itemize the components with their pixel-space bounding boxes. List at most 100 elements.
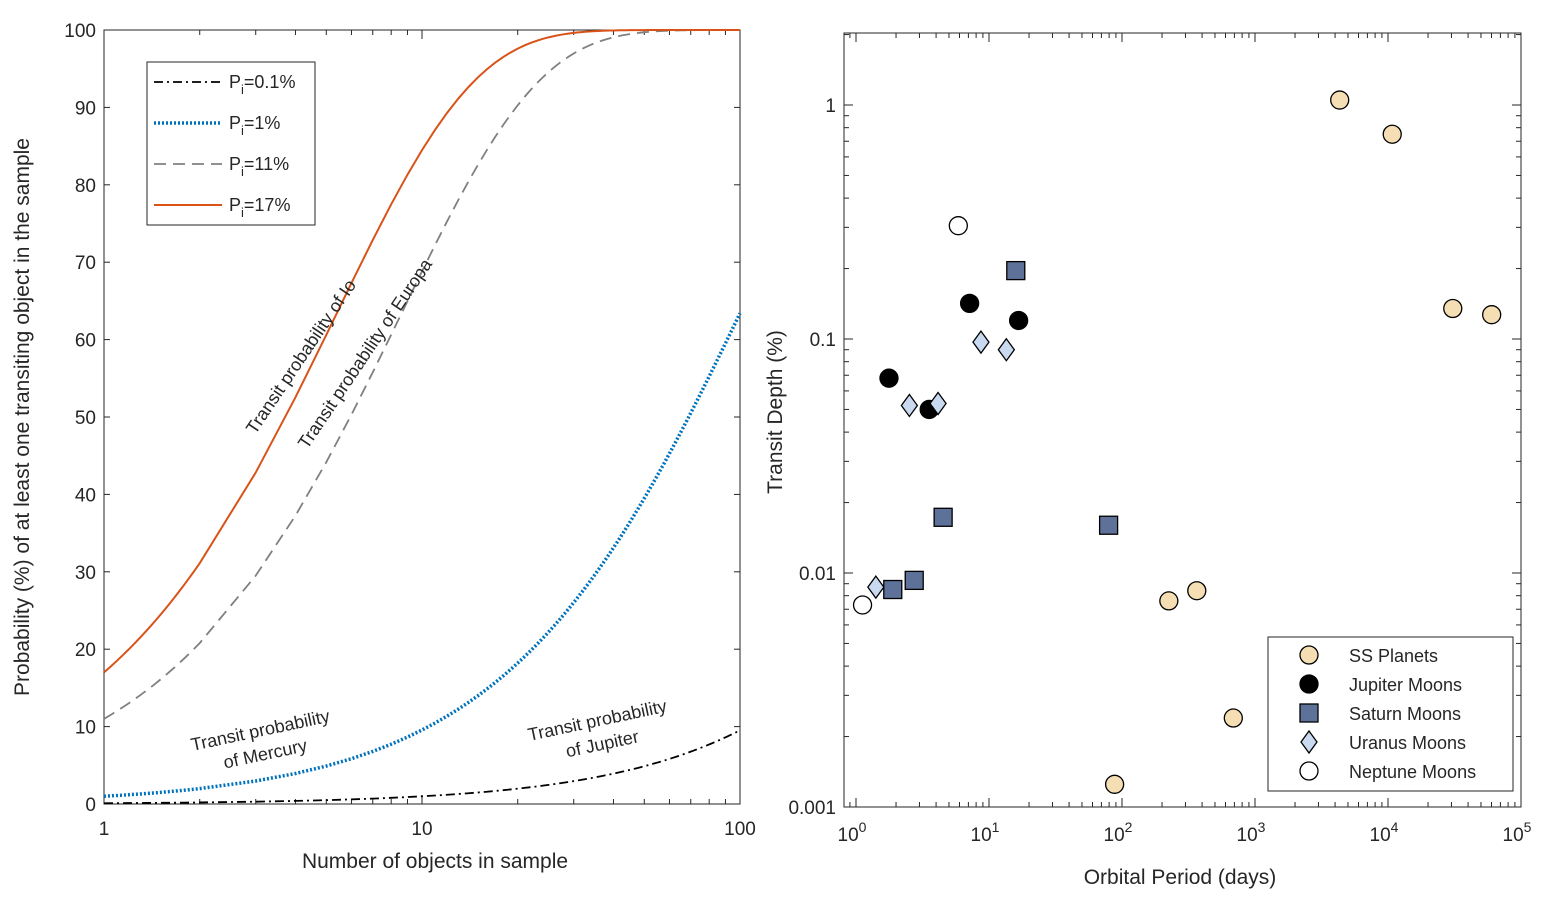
legend-marker-uranus-moons: [1300, 729, 1318, 755]
legend-label-rest: =17%: [244, 195, 291, 215]
chart1-legend: Pi=0.1%Pi=1%Pi=11%Pi=17%: [146, 61, 316, 226]
legend-label-saturn-moons: Saturn Moons: [1349, 704, 1461, 724]
legend-label-pi-17-: Pi=17%: [229, 195, 290, 220]
chart1-series-lines: [103, 29, 742, 805]
chart2-x-tick-label: 102: [1104, 819, 1133, 846]
legend-label-sub: i: [241, 82, 244, 97]
legend-label-main: P: [229, 72, 241, 92]
chart1-legend-box: [146, 61, 316, 226]
point-ss-planets: [1443, 298, 1463, 319]
chart2-y-tick-label: 0.1: [810, 330, 836, 351]
legend-label-neptune-moons: Neptune Moons: [1349, 762, 1476, 782]
chart1-y-tick-label: 80: [75, 176, 96, 197]
legend-label-pi-11-: Pi=11%: [229, 154, 289, 179]
point-ss-planets: [1482, 305, 1502, 325]
chart2-x-tick-base: 10: [838, 825, 859, 846]
chart1-y-tick-label: 100: [64, 21, 96, 42]
chart1-x-axis-label: Number of objects in sample: [302, 850, 568, 873]
point-ss-planets: [1187, 581, 1207, 601]
legend-marker-saturn-moons: [1299, 703, 1319, 723]
chart1-y-axis-label: Probability (%) of at least one transiti…: [11, 138, 34, 696]
chart1-y-tick-label: 60: [75, 331, 96, 352]
chart1-y-tick-label: 90: [75, 98, 96, 119]
point-neptune-moons: [852, 595, 873, 615]
chart2-legend: SS Planets Jupiter Moons Saturn Moons Uranu…: [1267, 636, 1514, 792]
chart2-x-tick-exp: 4: [1391, 819, 1399, 835]
chart2-x-tick-label: 100: [838, 819, 867, 846]
legend-label-uranus-moons: Uranus Moons: [1349, 733, 1466, 753]
chart2-x-tick-base: 10: [1237, 825, 1258, 846]
chart2-x-tick-base: 10: [1503, 825, 1524, 846]
point-uranus-moons: [900, 393, 919, 418]
point-saturn-moons: [904, 570, 924, 591]
chart2-x-tick-base: 10: [971, 825, 992, 846]
chart1-y-tick-label: 30: [75, 563, 96, 584]
chart2-scatter-points: [852, 90, 1502, 794]
chart2-y-tick-label: 1: [825, 96, 836, 117]
chart1-y-tick-label: 10: [75, 718, 96, 739]
point-jupiter-moons: [1008, 310, 1029, 331]
legend-label-pi-1-: Pi=1%: [229, 113, 280, 138]
chart2-x-tick-label: 104: [1370, 819, 1399, 846]
legend-label-jupiter-moons: Jupiter Moons: [1349, 675, 1462, 695]
point-saturn-moons: [933, 507, 953, 527]
chart2-y-tick-label: 0.01: [799, 564, 836, 585]
chart1-x-tick-label: 100: [724, 819, 756, 840]
point-jupiter-moons: [879, 368, 899, 388]
chart2-x-tick-label: 101: [971, 819, 1000, 846]
series-line-pi-1-: [103, 312, 742, 799]
legend-label-ss-planets: SS Planets: [1349, 646, 1438, 666]
point-saturn-moons: [883, 579, 903, 600]
legend-label-pi-0-1-: Pi=0.1%: [229, 72, 295, 97]
legend-marker-ss-planets: [1299, 645, 1319, 665]
point-ss-planets: [1104, 774, 1125, 794]
chart1-y-tick-label: 70: [75, 253, 96, 274]
chart2-y-axis-label: Transit Depth (%): [764, 330, 787, 494]
chart1-y-tick-label: 0: [85, 795, 96, 816]
chart2-x-tick-base: 10: [1104, 825, 1125, 846]
point-uranus-moons: [997, 337, 1016, 362]
chart2-x-tick-exp: 1: [992, 819, 1000, 835]
point-ss-planets: [1223, 708, 1243, 728]
point-ss-planets: [1330, 90, 1350, 110]
legend-marker-jupiter-moons: [1299, 674, 1319, 694]
series-line-pi-0-1-: [103, 729, 741, 805]
chart1-y-tick-label: 20: [75, 640, 96, 661]
legend-label-main: P: [229, 154, 241, 174]
legend-label-sub: i: [241, 205, 244, 220]
point-uranus-moons: [929, 391, 947, 416]
chart1-x-tick-label: 10: [411, 819, 432, 840]
legend-label-sub: i: [241, 123, 244, 138]
point-uranus-moons: [867, 575, 885, 600]
chart1-x-tick-label: 1: [99, 819, 110, 840]
point-ss-planets: [1159, 591, 1179, 611]
point-jupiter-moons: [959, 293, 980, 314]
chart2-x-tick-label: 103: [1237, 819, 1266, 846]
legend-label-rest: =0.1%: [244, 72, 296, 92]
chart1-y-tick-label: 40: [75, 485, 96, 506]
chart1-y-tick-label: 50: [75, 408, 96, 429]
chart2-x-tick-label: 105: [1503, 819, 1532, 846]
chart2-x-tick-exp: 2: [1125, 819, 1133, 835]
legend-label-main: P: [229, 195, 241, 215]
series-line-pi-11-: [103, 29, 740, 720]
chart2-x-tick-exp: 3: [1258, 819, 1266, 835]
series-line-pi-17-: [103, 29, 740, 674]
legend-marker-neptune-moons: [1299, 761, 1319, 781]
chart2-x-tick-exp: 5: [1524, 819, 1532, 835]
point-neptune-moons: [948, 216, 968, 236]
legend-label-rest: =11%: [244, 154, 289, 174]
chart2-x-axis-label: Orbital Period (days): [1084, 866, 1277, 889]
point-saturn-moons: [1098, 515, 1119, 535]
chart2-x-tick-exp: 0: [859, 819, 867, 835]
point-saturn-moons: [1006, 260, 1026, 281]
chart2-y-tick-label: 0.001: [788, 798, 836, 819]
legend-label-sub: i: [241, 164, 244, 179]
point-uranus-moons: [972, 329, 990, 355]
legend-label-main: P: [229, 113, 241, 133]
